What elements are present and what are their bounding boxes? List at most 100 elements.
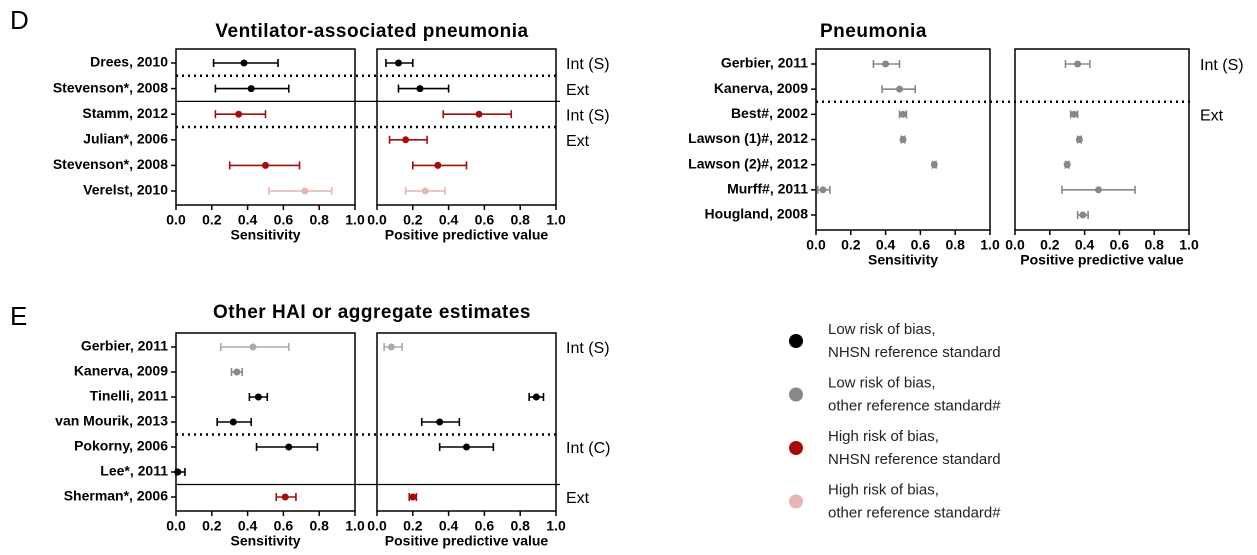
plot-frame [175,48,356,206]
point-estimate [819,186,827,194]
point-estimate [532,393,540,401]
x-tick-label: 0.6 [911,237,931,253]
study-label: Drees, 2010 [90,54,168,70]
study-label: van Mourik, 2013 [55,413,168,429]
chart-title: Pneumonia [820,21,927,42]
study-label: Hougland, 2008 [705,206,809,222]
x-axis-title: Positive predictive value [1020,252,1184,268]
x-tick-label: 0.4 [238,212,258,228]
point-estimate [1095,186,1103,194]
x-tick-label: 1.0 [1179,237,1199,253]
study-label: Murff#, 2011 [727,181,808,197]
study-label: Tinelli, 2011 [90,388,169,404]
x-tick-label: 0.6 [475,212,495,228]
point-estimate [281,493,289,501]
point-estimate [387,343,395,351]
x-tick-label: 0.0 [367,212,387,228]
legend-marker [789,494,803,509]
point-estimate [285,443,293,451]
x-axis-title: Positive predictive value [385,227,549,243]
legend-text: other reference standard# [828,504,1001,521]
point-estimate [436,418,444,426]
study-label: Lawson (2)#, 2012 [688,155,808,171]
x-tick-label: 0.8 [309,518,329,534]
study-label: Verelst, 2010 [83,182,168,198]
x-tick-label: 1.0 [345,518,365,534]
point-estimate [262,161,269,169]
point-estimate [409,493,417,501]
x-tick-label: 0.2 [202,212,222,228]
x-tick-label: 0.6 [475,518,495,534]
group-label: Int (S) [566,340,610,357]
point-estimate [394,59,402,67]
x-tick-label: 0.2 [1040,237,1060,253]
legend-marker [789,334,803,348]
point-estimate [240,59,248,67]
study-label: Stevenson*, 2008 [53,156,168,172]
point-estimate [463,443,470,451]
study-label: Kanerva, 2009 [74,363,168,379]
legend-marker [789,441,803,455]
point-estimate [882,60,890,68]
x-tick-label: 0.8 [510,212,530,228]
point-estimate [247,85,255,93]
legend-text: High risk of bias, [828,481,939,498]
x-tick-label: 0.2 [841,237,861,253]
study-label: Kanerva, 2009 [714,80,808,96]
legend-text: NHSN reference standard [828,344,1001,361]
legend-marker [789,387,803,402]
x-tick-label: 0.0 [806,237,826,253]
panel-letter: E [10,301,27,331]
group-label: Int (S) [566,56,610,73]
x-axis-title: Sensitivity [868,252,938,268]
x-tick-label: 1.0 [345,212,365,228]
x-tick-label: 0.8 [309,212,329,228]
x-tick-label: 1.0 [546,212,566,228]
plot-frame [376,48,557,206]
x-tick-label: 0.6 [1110,237,1130,253]
group-label: Int (C) [566,440,610,457]
point-estimate [1070,110,1078,118]
point-estimate [402,136,410,144]
x-tick-label: 0.8 [1144,237,1164,253]
group-label: Ext [566,490,590,507]
panel-letter: D [10,5,29,35]
point-estimate [1063,161,1071,169]
legend-text: other reference standard# [828,397,1001,414]
group-label: Ext [566,133,590,150]
point-estimate [416,85,424,93]
x-tick-label: 0.2 [202,518,222,534]
point-estimate [1079,211,1087,219]
x-tick-label: 0.4 [439,518,459,534]
group-label: Int (S) [566,107,610,124]
x-tick-label: 0.0 [367,518,387,534]
point-estimate [229,418,237,426]
x-tick-label: 0.4 [238,518,258,534]
point-estimate [235,110,243,118]
point-estimate [896,85,904,93]
legend-text: NHSN reference standard [828,451,1001,468]
point-estimate [421,187,429,195]
study-label: Sherman*, 2006 [64,488,168,504]
plot-frame [1014,48,1190,231]
x-tick-label: 0.6 [274,212,294,228]
x-tick-label: 0.0 [1005,237,1025,253]
x-tick-label: 0.4 [876,237,896,253]
x-axis-title: Sensitivity [230,227,300,243]
x-tick-label: 0.8 [945,237,965,253]
x-tick-label: 0.2 [403,518,423,534]
x-tick-label: 0.4 [439,212,459,228]
x-tick-label: 0.2 [403,212,423,228]
study-label: Lee*, 2011 [100,463,168,479]
study-label: Gerbier, 2011 [721,55,808,71]
point-estimate [475,110,483,118]
legend-text: Low risk of bias, [828,321,936,338]
plot-frame [376,332,557,512]
x-tick-label: 0.6 [274,518,294,534]
x-tick-label: 0.0 [166,518,186,534]
chart-title: Other HAI or aggregate estimates [213,302,531,323]
study-label: Lawson (1)#, 2012 [688,130,808,146]
point-estimate [434,161,442,169]
point-estimate [233,368,241,376]
